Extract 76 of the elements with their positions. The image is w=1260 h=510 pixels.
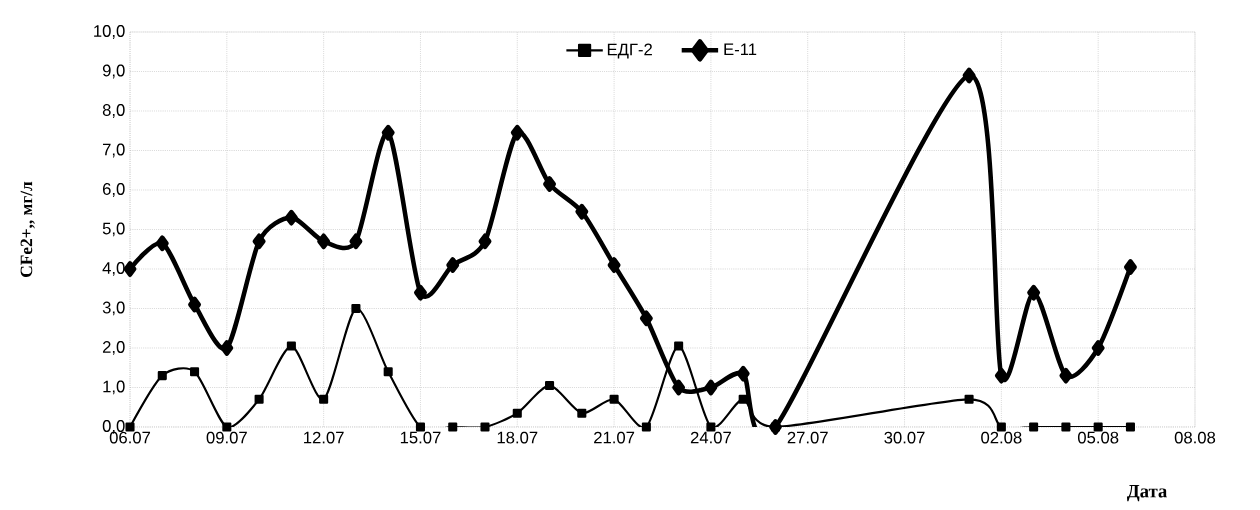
y-tick-label: 7,0 xyxy=(102,143,125,158)
point xyxy=(188,296,202,313)
point xyxy=(222,422,232,432)
point xyxy=(1093,422,1103,432)
point xyxy=(512,408,522,418)
x-tick-label: 21.07 xyxy=(594,431,635,444)
point xyxy=(639,310,653,327)
y-tick-label: 1,0 xyxy=(103,380,125,395)
point xyxy=(543,176,557,192)
x-tick-label: 24.07 xyxy=(690,431,731,444)
point xyxy=(964,394,974,404)
x-tick-label: 30.07 xyxy=(884,431,925,444)
point xyxy=(383,367,393,377)
legend-label: ЕДГ-2 xyxy=(607,43,652,59)
point xyxy=(157,371,167,381)
point xyxy=(284,209,298,226)
point xyxy=(704,379,718,396)
point xyxy=(448,422,458,432)
x-tick-label: 09.07 xyxy=(206,431,247,444)
point xyxy=(577,408,587,418)
y-tick-label: 2,0 xyxy=(102,341,125,355)
point xyxy=(1027,284,1041,301)
point xyxy=(1059,367,1073,384)
point xyxy=(1123,259,1137,275)
point xyxy=(575,203,589,220)
point xyxy=(1061,422,1071,432)
x-tick-label: 05.08 xyxy=(1077,431,1119,444)
x-tick-label: 18.07 xyxy=(497,431,538,444)
y-tick-label: 10,0 xyxy=(94,25,125,39)
point xyxy=(736,365,750,382)
point xyxy=(545,380,555,391)
y-tick-label: 6,0 xyxy=(102,183,125,197)
point xyxy=(349,233,363,250)
point xyxy=(413,284,427,301)
x-tick-label: 27.07 xyxy=(787,431,828,444)
point xyxy=(672,379,686,396)
point xyxy=(220,340,234,356)
point xyxy=(478,233,492,250)
point xyxy=(351,303,361,314)
legend-label: Е-11 xyxy=(724,43,757,56)
y-tick-label: 3,0 xyxy=(102,301,125,316)
point xyxy=(962,67,976,84)
x-tick-label: 12.07 xyxy=(304,431,344,444)
point xyxy=(319,394,329,404)
point xyxy=(609,394,619,404)
point xyxy=(381,124,395,141)
point xyxy=(446,257,460,273)
point xyxy=(674,341,684,351)
x-tick-label: 15.07 xyxy=(400,431,441,444)
point xyxy=(1125,422,1135,432)
point xyxy=(480,422,490,432)
point xyxy=(286,341,296,351)
y-tick-label: 5,0 xyxy=(102,222,125,237)
point xyxy=(996,422,1006,432)
y-tick-label: 8,0 xyxy=(102,104,125,118)
point xyxy=(125,422,135,432)
point xyxy=(641,422,651,432)
point xyxy=(994,367,1008,384)
point xyxy=(415,422,425,432)
point xyxy=(317,233,331,250)
point xyxy=(607,257,621,273)
point xyxy=(254,394,264,404)
x-axis-title: Дата xyxy=(1126,485,1167,502)
point xyxy=(190,367,200,377)
y-axis-title: CFe2+,, мг/л xyxy=(20,181,35,277)
x-tick-label: 08.08 xyxy=(1174,431,1216,444)
point xyxy=(1029,422,1039,432)
point xyxy=(252,233,266,250)
point xyxy=(738,394,748,404)
point xyxy=(155,235,169,252)
point xyxy=(706,422,716,432)
y-tick-label: 4,0 xyxy=(102,262,125,276)
x-tick-label: 02.08 xyxy=(981,431,1022,444)
point xyxy=(1091,340,1105,356)
point xyxy=(510,124,524,141)
y-tick-label: 9,0 xyxy=(102,64,125,79)
